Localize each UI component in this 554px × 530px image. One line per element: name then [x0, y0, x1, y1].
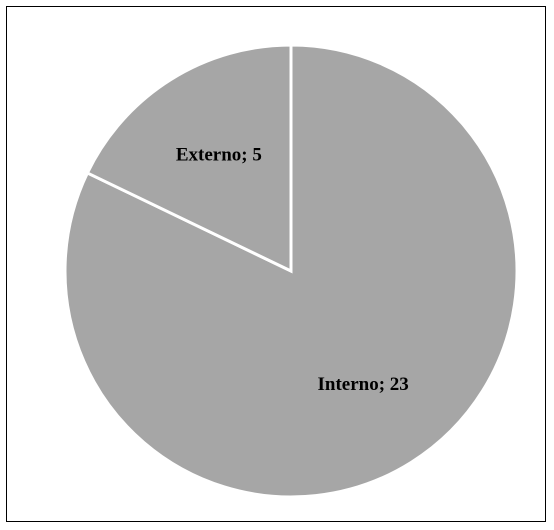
pie-labels: Interno; 23 Externo; 5	[176, 145, 409, 396]
pie-slice-externo	[85, 43, 293, 274]
pie-slices	[63, 43, 519, 499]
slice-label-externo: Externo; 5	[176, 145, 262, 166]
slice-label-interno: Interno; 23	[317, 374, 408, 395]
